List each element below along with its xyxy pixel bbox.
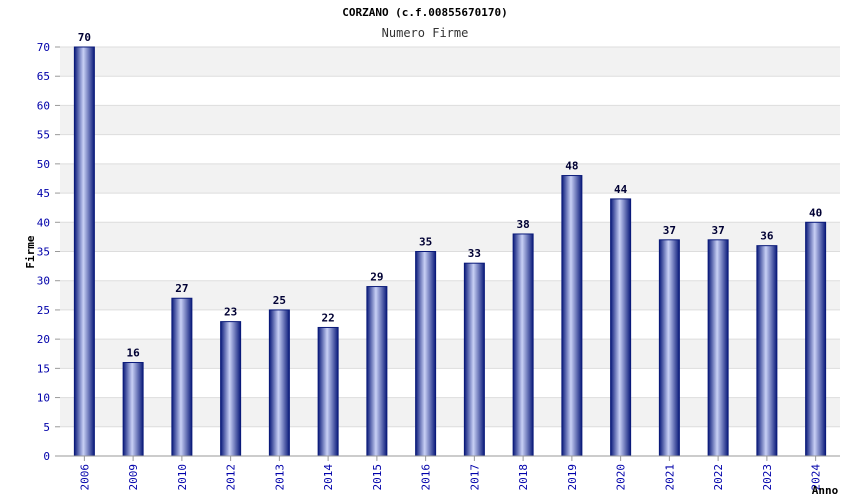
grid-band [60, 47, 840, 77]
bar [707, 239, 729, 457]
bar [73, 46, 95, 457]
x-tick-label: 2024 [810, 464, 823, 491]
bar-value-label: 36 [760, 230, 774, 243]
bar-value-label: 38 [517, 218, 530, 231]
grid-band [60, 105, 840, 135]
x-tick-label: 2016 [420, 464, 433, 491]
bar-value-label: 33 [468, 247, 481, 260]
bar-value-label: 40 [809, 206, 822, 219]
x-tick-label: 2017 [468, 464, 481, 491]
y-tick-label: 50 [37, 158, 50, 171]
x-axis-label: Anno [812, 484, 839, 497]
x-tick-label: 2009 [127, 464, 140, 491]
y-tick-label: 15 [37, 362, 50, 375]
y-tick-label: 65 [37, 70, 50, 83]
y-tick-label: 20 [37, 333, 50, 346]
bar-value-label: 48 [565, 160, 578, 173]
bar-value-label: 29 [370, 271, 383, 284]
y-tick-label: 5 [43, 421, 50, 434]
y-tick-label: 25 [37, 304, 50, 317]
bar-value-label: 27 [175, 282, 188, 295]
y-tick-label: 45 [37, 187, 50, 200]
bar-value-label: 37 [663, 224, 676, 237]
y-axis-label: Firme [24, 235, 37, 268]
bar-value-label: 25 [273, 294, 286, 307]
bar [268, 309, 290, 457]
x-tick-label: 2023 [761, 464, 774, 491]
y-tick-label: 70 [37, 41, 50, 54]
x-tick-label: 2018 [517, 464, 530, 491]
y-tick-label: 10 [37, 392, 50, 405]
bar [122, 362, 144, 457]
bar-value-label: 35 [419, 236, 432, 249]
x-tick-label: 2019 [566, 464, 579, 491]
x-tick-label: 2014 [322, 464, 335, 491]
bar [415, 251, 437, 457]
bar-value-label: 44 [614, 183, 628, 196]
bar-value-label: 16 [127, 347, 141, 360]
bar [805, 221, 827, 457]
bar [561, 175, 583, 457]
x-tick-label: 2006 [78, 464, 91, 491]
bar [512, 233, 534, 457]
bar [756, 245, 778, 457]
grid-band [60, 163, 840, 194]
bar [610, 198, 632, 457]
bar [658, 239, 680, 457]
x-tick-label: 2021 [663, 464, 676, 491]
y-tick-label: 60 [37, 99, 50, 112]
y-tick-label: 0 [43, 450, 50, 463]
y-tick-label: 55 [37, 129, 50, 142]
x-tick-label: 2020 [615, 464, 628, 491]
y-tick-label: 40 [37, 216, 50, 229]
x-tick-label: 2012 [225, 464, 238, 491]
bar [317, 326, 339, 457]
bar-value-label: 70 [78, 31, 91, 44]
bar-value-label: 22 [322, 311, 335, 324]
x-axis-ticks: 2006 2009 2010 2012 2013 2014 2015 2016 2017 2018… [78, 456, 823, 491]
x-tick-label: 2010 [176, 464, 189, 491]
x-tick-label: 2022 [712, 464, 725, 491]
y-tick-label: 35 [37, 246, 50, 259]
x-tick-label: 2015 [371, 464, 384, 491]
chart-title: CORZANO (c.f.00855670170) [342, 6, 508, 19]
bar [463, 262, 485, 457]
x-tick-label: 2013 [273, 464, 286, 491]
chart-subtitle: Numero Firme [382, 26, 469, 40]
y-axis-ticks: 0 5 10 15 20 25 30 35 40 45 50 55 60 65 70 [37, 41, 60, 463]
bar [220, 321, 242, 457]
y-tick-label: 30 [37, 275, 50, 288]
bar [171, 297, 193, 457]
bar [366, 286, 388, 457]
bar-value-label: 23 [224, 306, 237, 319]
bar-value-label: 37 [712, 224, 725, 237]
